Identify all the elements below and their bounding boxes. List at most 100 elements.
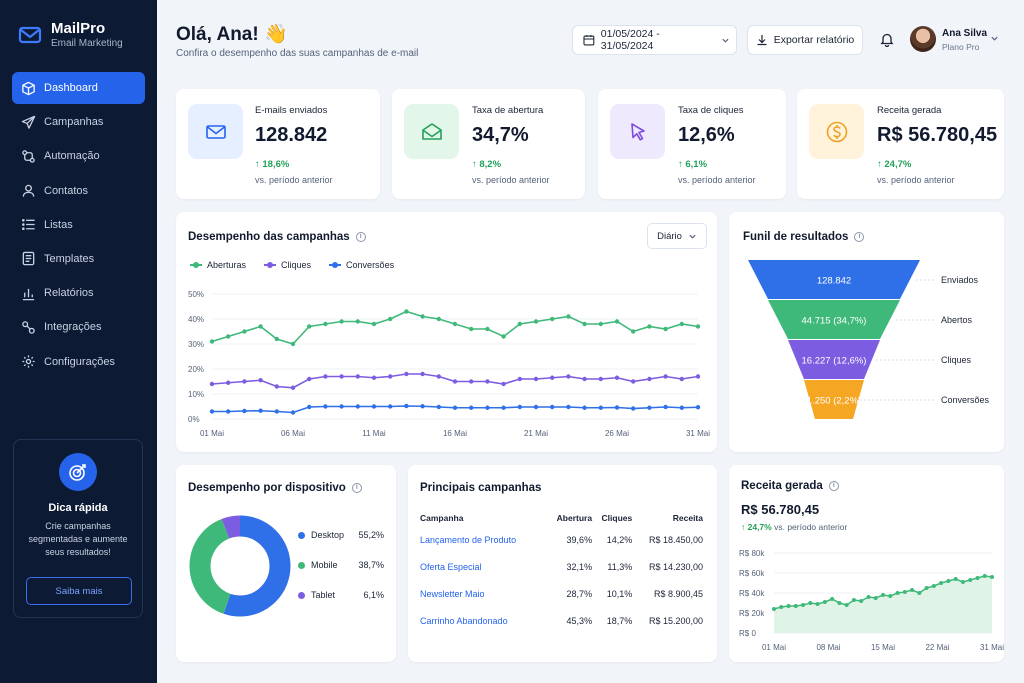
sidebar-item-label: Configurações (44, 355, 115, 368)
export-report-button[interactable]: Exportar relatório (747, 25, 863, 55)
sidebar-item-label: Integrações (44, 321, 102, 334)
period-select[interactable]: Diário (647, 223, 707, 249)
automation-icon (22, 150, 35, 163)
info-icon[interactable]: i (351, 483, 362, 493)
table-row: Oferta Especial 32,1% 11,3% R$ 14.230,00 (420, 553, 703, 580)
funnel-label: Enviados (941, 275, 979, 285)
performance-card: Desempenho das campanhas i Diário Abertu… (176, 212, 717, 452)
campaign-link[interactable]: Carrinho Abandonado (420, 615, 508, 626)
data-point (830, 597, 835, 601)
sidebar-item-automacao[interactable]: Automação (12, 140, 145, 172)
data-point (290, 341, 296, 347)
y-tick-label: R$ 40k (739, 589, 765, 598)
revenue-cell: R$ 8.900,45 (653, 588, 703, 599)
data-point (290, 410, 296, 415)
legend-item: Mobile 38,7% (298, 560, 384, 570)
data-point (404, 371, 409, 377)
click-rate-cell: 18,7% (606, 615, 633, 626)
data-point (663, 374, 668, 379)
device-pct: 38,7% (358, 560, 384, 570)
revenue-area-chart: R$ 0 R$ 20k R$ 40k R$ 60k R$ 80k 01 Mai 08 Mai… (739, 549, 1004, 652)
data-point (982, 574, 987, 578)
legend-item[interactable]: Cliques (264, 260, 311, 270)
sidebar-item-listas[interactable]: Listas (12, 209, 145, 241)
data-point (323, 404, 328, 409)
reports-icon (22, 288, 35, 300)
revenue-value: R$ 56.780,45 (741, 502, 820, 517)
data-point (779, 605, 784, 609)
data-point (647, 376, 652, 382)
data-point (355, 319, 360, 324)
data-point (917, 591, 922, 595)
legend-marker (190, 262, 202, 268)
kpi-comparison: vs. período anterior (678, 175, 756, 185)
info-icon[interactable]: i (828, 481, 839, 491)
data-point (888, 594, 893, 598)
y-tick-label: R$ 0 (739, 629, 756, 638)
sidebar-nav: Dashboard Campanhas Automação Contatos L… (12, 72, 145, 380)
data-point (815, 602, 820, 606)
funnel-stage (788, 340, 880, 379)
data-point (371, 404, 377, 409)
kpi-label: Receita gerada (877, 105, 942, 116)
data-point (859, 599, 864, 603)
date-range-picker[interactable]: 01/05/2024 - 31/05/2024 (572, 25, 737, 55)
legend-item[interactable]: Aberturas (190, 260, 246, 270)
devices-title: Desempenho por dispositivo (188, 482, 346, 494)
sidebar-item-campanhas[interactable]: Campanhas (12, 106, 145, 138)
brand[interactable]: MailPro Email Marketing (18, 20, 123, 50)
sidebar-item-dashboard[interactable]: Dashboard (12, 72, 145, 104)
data-point (946, 579, 951, 583)
sidebar-item-templates[interactable]: Templates (12, 243, 145, 275)
data-point (274, 336, 279, 342)
data-point (808, 601, 813, 605)
info-icon[interactable]: i (355, 232, 366, 242)
data-point (371, 375, 377, 380)
sidebar-item-integracoes[interactable]: Integrações (12, 311, 145, 343)
campaign-link[interactable]: Oferta Especial (420, 561, 482, 572)
data-point (844, 603, 849, 607)
legend-item[interactable]: Conversões (329, 260, 394, 270)
learn-more-button[interactable]: Saiba mais (26, 577, 132, 605)
data-point (566, 404, 571, 410)
kpi-delta: ↑ 6,1% (678, 159, 708, 170)
revenue-delta-row: ↑ 24,7% vs. período anterior (741, 522, 847, 532)
campaigns-title: Principais campanhas (420, 482, 542, 494)
chevron-down-icon (689, 234, 696, 239)
table-row: Carrinho Abandonado 45,3% 18,7% R$ 15.20… (420, 607, 703, 634)
info-icon[interactable]: i (854, 232, 865, 242)
sidebar-item-relatorios[interactable]: Relatórios (12, 277, 145, 309)
donut-slice (189, 515, 291, 617)
data-point (485, 405, 490, 410)
avatar[interactable] (910, 26, 936, 52)
kpi-value: R$ 56.780,45 (877, 124, 998, 146)
data-point (307, 376, 312, 382)
data-point (452, 321, 458, 327)
data-point (631, 329, 636, 334)
open-mail-icon (404, 104, 459, 159)
y-tick-label: R$ 80k (739, 549, 765, 558)
data-point (307, 404, 312, 410)
chevron-down-icon (722, 38, 729, 43)
campaign-link[interactable]: Lançamento de Produto (420, 534, 517, 545)
data-point (793, 604, 798, 608)
chevron-down-icon[interactable] (990, 34, 999, 43)
data-point (533, 376, 539, 382)
revenue-title: Receita gerada (741, 480, 823, 492)
sidebar-item-contatos[interactable]: Contatos (12, 175, 145, 207)
sidebar-item-configuracoes[interactable]: Configurações (12, 346, 145, 378)
sidebar-item-label: Relatórios (44, 287, 94, 300)
kpi-comparison: vs. período anterior (472, 175, 550, 185)
bell-icon[interactable] (880, 32, 894, 47)
data-point (242, 408, 247, 414)
campaign-link[interactable]: Newsletter Maio (420, 588, 485, 599)
y-tick-label: 50% (188, 290, 204, 299)
open-rate-cell: 39,6% (566, 534, 593, 545)
funnel-value: 16.227 (12,6%) (802, 356, 867, 367)
legend-item: Tablet 6,1% (298, 590, 384, 600)
legend-marker (329, 262, 342, 268)
data-point (550, 375, 555, 380)
kpi-value: 34,7% (472, 124, 529, 146)
funnel-card: Funil de resultados i 128.842 Enviados 44.… (729, 212, 1004, 452)
data-point (837, 601, 842, 605)
